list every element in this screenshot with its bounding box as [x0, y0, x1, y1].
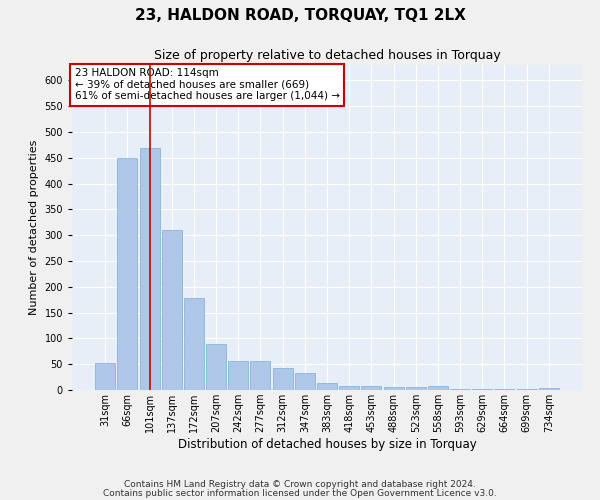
Text: Contains public sector information licensed under the Open Government Licence v3: Contains public sector information licen… [103, 488, 497, 498]
Bar [228, 360, 248, 390]
Text: 23 HALDON ROAD: 114sqm
← 39% of detached houses are smaller (669)
61% of semi-de: 23 HALDON ROAD: 114sqm ← 39% of detached… [74, 68, 340, 102]
Bar [272, 368, 293, 390]
Title: Size of property relative to detached houses in Torquay: Size of property relative to detached ho… [154, 50, 500, 62]
Bar [339, 386, 359, 390]
Bar [428, 386, 448, 390]
Bar [206, 344, 226, 390]
Bar [184, 298, 204, 390]
Text: 23, HALDON ROAD, TORQUAY, TQ1 2LX: 23, HALDON ROAD, TORQUAY, TQ1 2LX [134, 8, 466, 22]
Y-axis label: Number of detached properties: Number of detached properties [29, 140, 39, 315]
Bar [539, 388, 559, 390]
Bar [250, 360, 271, 390]
Bar [140, 148, 160, 390]
Bar [118, 158, 137, 390]
X-axis label: Distribution of detached houses by size in Torquay: Distribution of detached houses by size … [178, 438, 476, 451]
Bar [472, 389, 492, 390]
Bar [295, 374, 315, 390]
Bar [162, 230, 182, 390]
Bar [383, 388, 404, 390]
Bar [95, 362, 115, 390]
Bar [361, 386, 382, 390]
Text: Contains HM Land Registry data © Crown copyright and database right 2024.: Contains HM Land Registry data © Crown c… [124, 480, 476, 489]
Bar [406, 388, 426, 390]
Bar [317, 383, 337, 390]
